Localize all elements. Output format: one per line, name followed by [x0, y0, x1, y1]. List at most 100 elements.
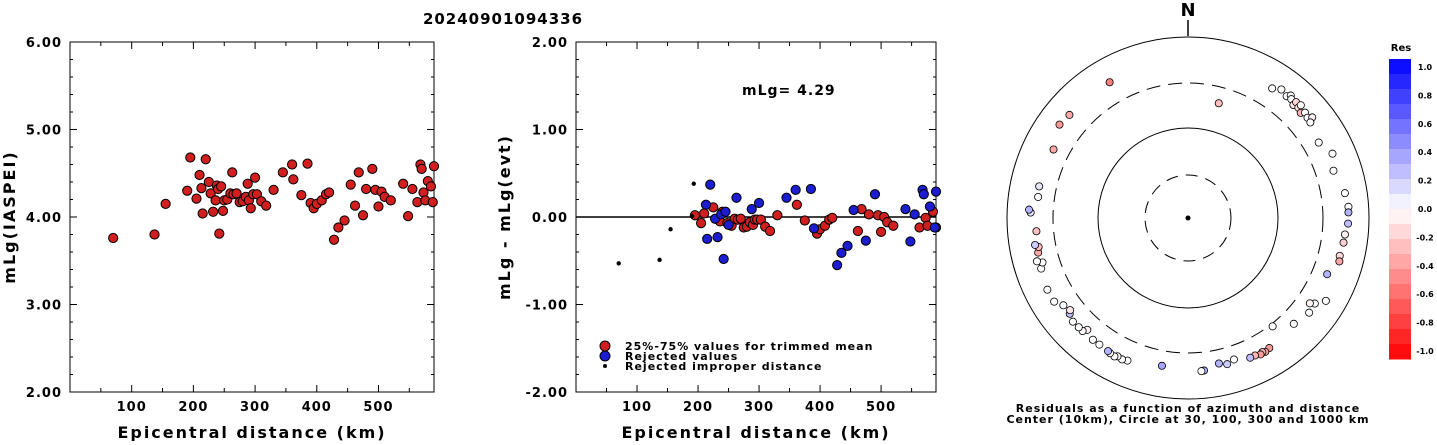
station-marker [1340, 230, 1349, 239]
residual-point-series1 [718, 253, 729, 265]
residual-point-series1 [808, 223, 820, 234]
station-marker [1049, 145, 1058, 154]
legend-improper-label: Rejected improper distance [625, 360, 822, 373]
station-marker [1031, 240, 1040, 249]
magnitude-point-series0 [428, 161, 440, 172]
ring-100km [1097, 127, 1279, 309]
residual-point-series1 [924, 201, 935, 212]
magnitude-point-series0 [425, 181, 437, 192]
residual-point-series0 [799, 215, 810, 226]
station-marker [1329, 166, 1338, 175]
colorbar-tick-label: 0.4 [1418, 148, 1433, 157]
station-marker [1305, 308, 1314, 317]
magnitude-point-series0 [197, 208, 208, 219]
station-marker [1088, 335, 1097, 344]
residual-point-series1 [909, 209, 920, 220]
station-marker [1335, 257, 1344, 266]
station-marker [1328, 149, 1337, 158]
legend-rejected-label: Rejected values [625, 350, 738, 363]
residual-point-series1 [832, 260, 843, 271]
legend-trimmed-marker [599, 340, 611, 352]
residual-point-series0 [791, 199, 802, 210]
residual-panel: 100 200 300 400 500 -2.00 -1.00 0.00 1.00 2.00 mL… [495, 36, 942, 442]
station-marker [1268, 322, 1277, 331]
station-marker [1268, 84, 1277, 93]
residual-point-series1 [753, 197, 765, 209]
residual-point-series2 [668, 227, 673, 232]
magnitude-x-axis-label: Epicentral distance (km) [117, 423, 386, 441]
magnitude-x-tick-label: 200 [178, 400, 208, 415]
magnitude-point-series0 [108, 232, 119, 244]
magnitude-panel: 100 200 300 400 500 2.00 3.00 4.00 5.00 6.00 Epic… [0, 36, 440, 442]
magnitude-x-tick-label: 400 [302, 400, 332, 415]
magnitude-point-series0 [191, 193, 202, 204]
magnitude-x-tick-label: 100 [117, 400, 147, 415]
colorbar-cell [1389, 209, 1411, 225]
station-marker [1043, 285, 1052, 294]
colorbar-tick-label: 1.0 [1418, 63, 1433, 72]
colorbar-tick-label: 0.8 [1418, 91, 1433, 100]
magnitude-point-series0 [427, 197, 438, 208]
magnitude-point-series0 [353, 167, 364, 178]
residual-point-series1 [836, 247, 847, 258]
magnitude-y-axis-label: mLg(IASPEI) [0, 150, 19, 283]
magnitude-point-series0 [217, 205, 229, 216]
colorbar-cell [1389, 164, 1411, 180]
residual-point-series1 [705, 179, 716, 190]
residual-point-series1 [860, 235, 871, 246]
residual-point-series0 [863, 209, 874, 220]
colorbar-cell [1389, 254, 1411, 270]
residual-point-series1 [869, 189, 881, 200]
magnitude-point-series0 [385, 195, 396, 206]
station-marker [1068, 317, 1077, 326]
residual-y-tick-label: -2.00 [526, 386, 568, 401]
colorbar-cell [1389, 89, 1411, 105]
residual-point-series0 [827, 212, 838, 223]
magnitude-x-tick-label: 300 [240, 400, 270, 415]
colorbar-tick-label: -0.6 [1416, 290, 1434, 299]
residual-point-series1 [900, 204, 911, 215]
residual-x-tick-label: 500 [866, 400, 896, 415]
magnitude-point-series0 [182, 185, 193, 196]
residual-y-tick-label: 1.00 [532, 124, 568, 139]
station-marker [1074, 323, 1083, 332]
magnitude-point-series0 [407, 183, 418, 195]
colorbar-cell [1389, 149, 1411, 165]
magnitude-point-series0 [287, 159, 298, 170]
event-id-title: 20240901094336 [423, 10, 583, 28]
station-marker [1032, 257, 1041, 266]
colorbar-tick-label: -0.2 [1416, 233, 1434, 242]
station-marker [1032, 227, 1041, 236]
magnitude-point-series0 [398, 178, 409, 189]
residual-point-series0 [772, 210, 783, 221]
residual-point-series1 [918, 189, 929, 200]
colorbar-tick-label: -0.8 [1416, 319, 1434, 328]
polar-caption-line2: Center (10km), Circle at 30, 100, 300 an… [1006, 413, 1369, 426]
magnitude-point-series0 [185, 152, 196, 163]
magnitude-point-series0 [214, 228, 225, 239]
station-marker [1059, 301, 1068, 310]
magnitude-y-tick-label: 3.00 [26, 299, 62, 314]
magnitude-point-series0 [196, 183, 207, 194]
station-marker [1055, 120, 1064, 129]
magnitude-y-tick-label: 4.00 [26, 211, 62, 226]
residual-point-series1 [712, 232, 723, 243]
colorbar-cell [1389, 179, 1411, 195]
magnitude-point-series0 [402, 211, 414, 222]
station-marker [1066, 306, 1075, 315]
station-marker [1214, 359, 1223, 368]
residual-point-series0 [735, 213, 746, 224]
residual-y-tick-label: 2.00 [532, 36, 568, 51]
residual-point-series1 [848, 204, 859, 216]
residual-point-series0 [888, 220, 899, 231]
station-marker [1289, 319, 1298, 328]
station-marker [1306, 118, 1315, 127]
magnitude-y-tick-label: 2.00 [26, 386, 62, 401]
residual-point-series1 [702, 233, 713, 244]
residual-point-series1 [930, 186, 942, 197]
residual-colorbar: Res 1.0 0.8 0.6 0.4 0.2 0.0 -0.2 -0.4 -0.6 -0.8 -1… [1389, 43, 1434, 360]
station-marker [1344, 219, 1353, 228]
residual-point-series2 [689, 213, 695, 219]
